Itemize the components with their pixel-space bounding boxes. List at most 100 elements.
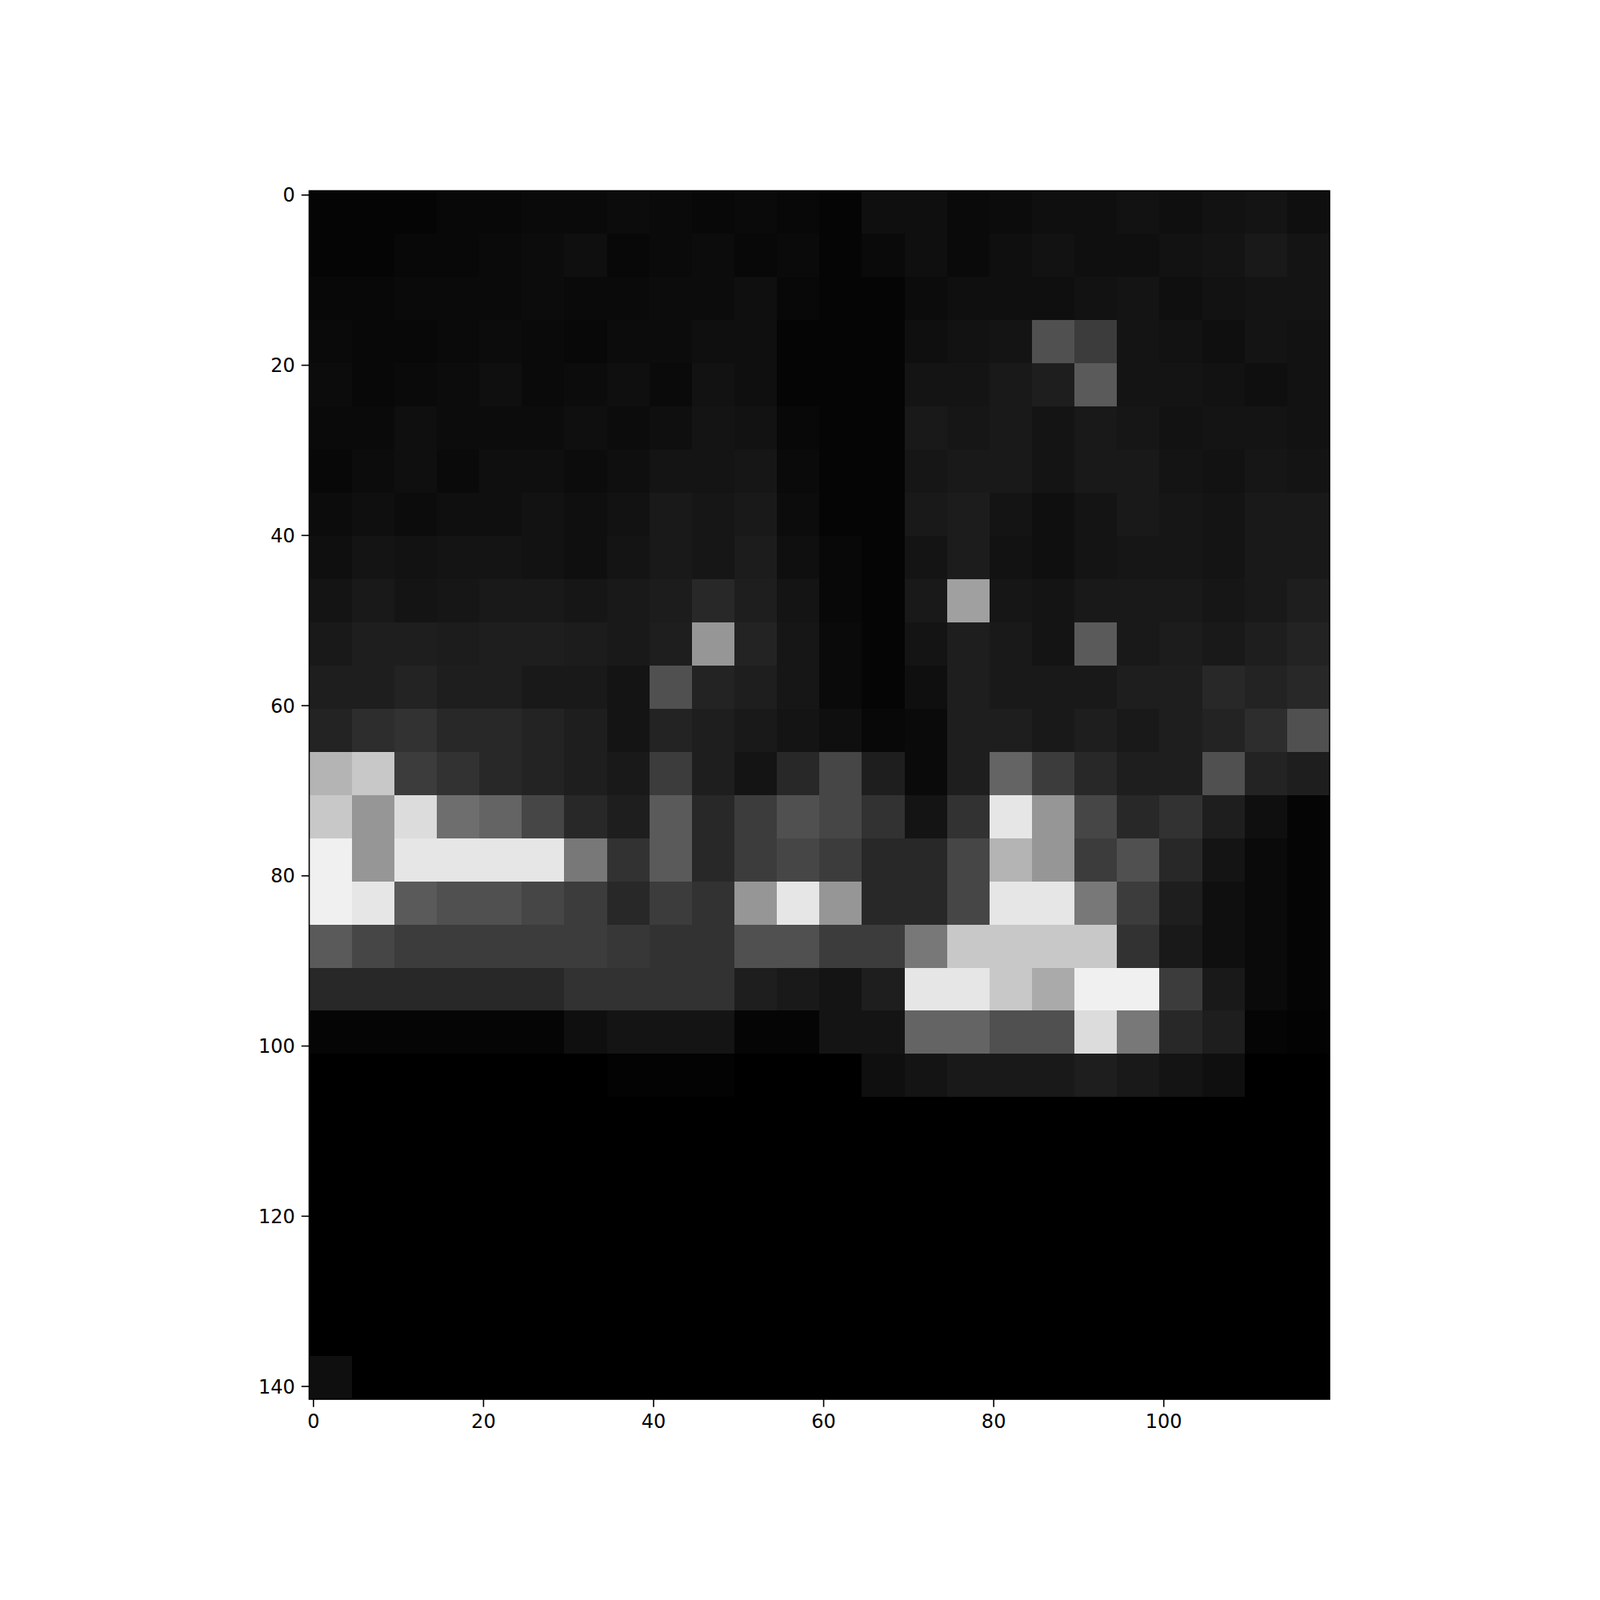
cell [1202, 1010, 1246, 1055]
y-tick [301, 1385, 310, 1388]
y-tick-label: 80 [270, 864, 296, 888]
cell [564, 622, 608, 667]
cell [734, 579, 778, 624]
cell [1202, 191, 1246, 236]
cell [989, 233, 1033, 278]
cell [947, 363, 991, 408]
cell [904, 708, 948, 753]
cell [947, 838, 991, 883]
cell [861, 1140, 905, 1184]
cell [947, 881, 991, 926]
cell [436, 276, 480, 321]
cell [1244, 191, 1288, 236]
cell [521, 363, 565, 408]
cell [692, 363, 736, 408]
cell [989, 1312, 1033, 1357]
cell [819, 1183, 863, 1228]
cell [776, 320, 820, 364]
cell [352, 752, 396, 796]
cell [479, 1356, 523, 1400]
cell [1032, 191, 1076, 236]
cell [309, 276, 353, 321]
cell [692, 1053, 736, 1098]
cell [309, 363, 353, 408]
cell [734, 665, 778, 710]
cell [309, 881, 353, 926]
cell [479, 320, 523, 364]
cell [394, 1312, 438, 1357]
cell [904, 320, 948, 364]
cell [479, 1269, 523, 1314]
cell [1244, 1140, 1288, 1184]
cell [1244, 622, 1288, 667]
cell [692, 665, 736, 710]
cell [309, 492, 353, 537]
cell [1202, 1183, 1246, 1228]
cell [1032, 1356, 1076, 1400]
cell [1202, 276, 1246, 321]
cell [861, 1096, 905, 1141]
cell [352, 1053, 396, 1098]
cell [479, 1183, 523, 1228]
cell [521, 1140, 565, 1184]
cell [436, 449, 480, 494]
cell [1244, 406, 1288, 451]
cell [1244, 363, 1288, 408]
cell [1116, 1096, 1160, 1141]
cell [607, 924, 651, 969]
cell [309, 1010, 353, 1055]
cell [989, 363, 1033, 408]
cell [861, 838, 905, 883]
cell [1116, 579, 1160, 624]
cell [1202, 492, 1246, 537]
cell [1287, 924, 1330, 969]
cell [607, 1312, 651, 1357]
cell [1202, 795, 1246, 840]
cell [436, 1356, 480, 1400]
cell [479, 968, 523, 1012]
cell [861, 1269, 905, 1314]
cell [352, 1010, 396, 1055]
cell [819, 708, 863, 753]
cell [521, 708, 565, 753]
cell [947, 1096, 991, 1141]
cell [819, 622, 863, 667]
cell [776, 1140, 820, 1184]
cell [564, 406, 608, 451]
cell [649, 191, 693, 236]
cell [776, 406, 820, 451]
cell [309, 233, 353, 278]
cell [564, 233, 608, 278]
cell [394, 1053, 438, 1098]
cell [394, 708, 438, 753]
cell [692, 1096, 736, 1141]
cell [1244, 708, 1288, 753]
cell [564, 1183, 608, 1228]
cell [352, 406, 396, 451]
cell [1116, 838, 1160, 883]
cell [989, 665, 1033, 710]
y-tick-label: 0 [283, 184, 296, 207]
cell [479, 1140, 523, 1184]
cell [1244, 276, 1288, 321]
x-tick-label: 100 [1145, 1410, 1183, 1433]
y-tick [301, 535, 310, 537]
cell [607, 968, 651, 1012]
cell [479, 233, 523, 278]
cell [607, 449, 651, 494]
cell [776, 665, 820, 710]
cell [819, 191, 863, 236]
cell [1032, 665, 1076, 710]
cell [989, 1226, 1033, 1271]
cell [436, 752, 480, 796]
cell [904, 1356, 948, 1400]
cell [989, 1053, 1033, 1098]
cell [1032, 968, 1076, 1012]
cell [989, 1183, 1033, 1228]
cell [1116, 1010, 1160, 1055]
cell [989, 752, 1033, 796]
cell [947, 536, 991, 580]
cell [1074, 1010, 1118, 1055]
cell [904, 968, 948, 1012]
cell [1032, 1053, 1076, 1098]
